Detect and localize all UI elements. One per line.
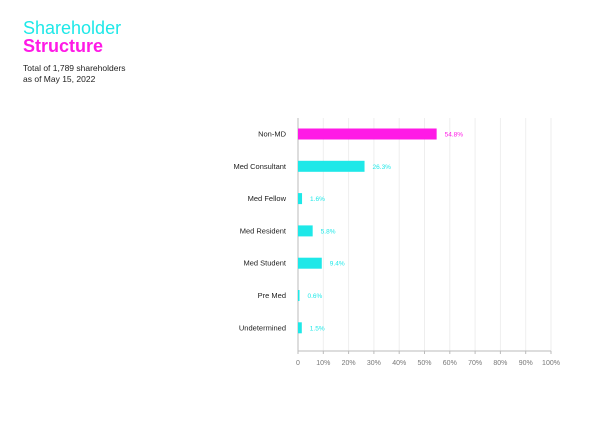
x-tick-label: 70% (468, 360, 482, 367)
x-tick-label: 50% (417, 360, 431, 367)
category-label: Pre Med (258, 291, 286, 300)
bar (298, 128, 437, 140)
category-label: Non-MD (258, 130, 287, 139)
x-tick-label: 90% (519, 360, 533, 367)
category-label: Med Fellow (248, 194, 287, 203)
x-tick-label: 10% (316, 360, 330, 367)
category-label: Med Consultant (233, 162, 286, 171)
x-tick-label: 80% (493, 360, 507, 367)
chart-title-line1: Shareholder (23, 18, 122, 38)
subtitle-line2: as of May 15, 2022 (23, 74, 96, 84)
category-label: Undetermined (239, 323, 286, 332)
chart-title-line2: Structure (23, 36, 104, 56)
subtitle-line1: Total of 1,789 shareholders (23, 63, 126, 73)
bar (298, 193, 303, 205)
bar (298, 257, 322, 269)
x-tick-label: 0 (296, 360, 300, 367)
x-tick-label: 30% (367, 360, 381, 367)
bar-value-label: 1.6% (310, 196, 325, 203)
x-tick-label: 20% (342, 360, 356, 367)
bar (298, 225, 313, 237)
bar-value-label: 0.6% (308, 293, 323, 300)
bar-value-label: 54.8% (445, 132, 464, 139)
category-label: Med Student (243, 259, 286, 268)
x-tick-label: 100% (542, 360, 560, 367)
bar (298, 322, 302, 334)
x-tick-label: 40% (392, 360, 406, 367)
bar (298, 290, 300, 301)
bar-value-label: 26.3% (373, 164, 392, 171)
bar-value-label: 9.4% (330, 261, 345, 268)
bar (298, 160, 365, 172)
category-label: Med Resident (240, 226, 287, 235)
bar-value-label: 1.5% (310, 325, 325, 332)
bar-value-label: 5.8% (321, 228, 336, 235)
chart-subtitle: Total of 1,789 shareholders as of May 15… (23, 63, 183, 85)
x-tick-label: 60% (443, 360, 457, 367)
